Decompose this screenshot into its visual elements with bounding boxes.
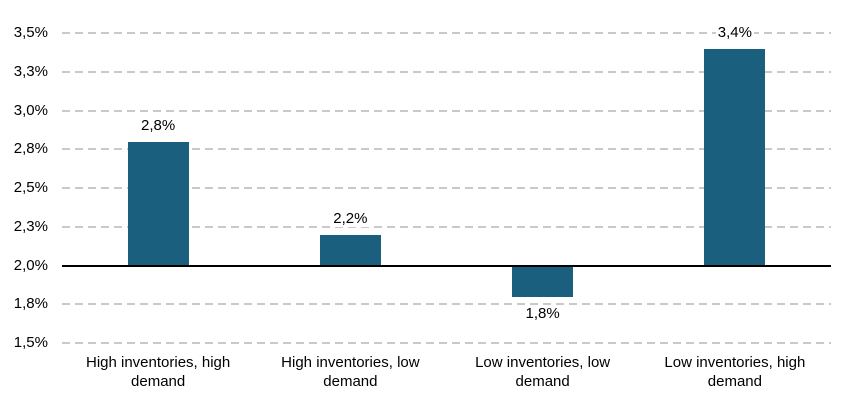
x-axis-category-label-line: High inventories, low [281, 354, 420, 371]
y-axis-tick-label: 1,5% [13, 334, 48, 351]
bar-value-label: 1,8% [498, 304, 588, 323]
x-axis-category-label: Low inventories, high demand [639, 353, 831, 391]
gridline [62, 32, 831, 34]
bar [704, 48, 766, 266]
bar [512, 265, 574, 297]
y-axis-tick-label: 2,8% [13, 140, 48, 158]
x-axis-category-label-line: demand [707, 373, 762, 390]
y-axis-tick-label: 2,5% [13, 179, 48, 196]
bar-value-label: 3,4% [690, 23, 780, 42]
bar-value-text: 2,2% [331, 209, 370, 227]
bar [319, 234, 381, 266]
gridline [62, 148, 831, 151]
y-axis-tick-label: 1,8% [13, 295, 48, 313]
x-axis-category-label-line: Low inventories, low demand [475, 354, 611, 390]
gridline [62, 109, 831, 112]
bar-value-label: 2,2% [305, 209, 395, 228]
bar-value-text: 3,4% [715, 23, 754, 41]
gridline [62, 187, 831, 189]
x-axis-category-label: High inventories, high demand [62, 353, 254, 391]
axis-baseline [62, 264, 831, 267]
bar-value-text: 2,8% [139, 116, 178, 134]
y-axis-tick-label: 3,0% [13, 101, 48, 119]
gridline [62, 70, 831, 73]
gridline [62, 225, 831, 228]
bar-value-label: 2,8% [113, 116, 203, 135]
y-axis-tick-label: 2,3% [13, 217, 48, 235]
y-axis-tick-label: 2,0% [13, 256, 48, 274]
bar [127, 141, 189, 266]
x-axis-category-label-line: demand [323, 373, 378, 390]
y-axis-tick-label: 3,5% [13, 24, 48, 41]
x-axis-category-label-line: High inventories, high [85, 354, 231, 371]
gridline [62, 303, 831, 306]
gridline [62, 342, 831, 344]
x-axis-category-label-line: demand [131, 373, 186, 390]
x-axis-category-label-line: Low inventories, high [664, 354, 806, 371]
bar-value-text: 1,8% [523, 304, 562, 322]
y-axis-tick-label: 3,3% [13, 62, 48, 80]
x-axis-category-label: High inventories, low demand [254, 353, 446, 391]
x-axis-category-label: Low inventories, low demand [447, 353, 639, 391]
